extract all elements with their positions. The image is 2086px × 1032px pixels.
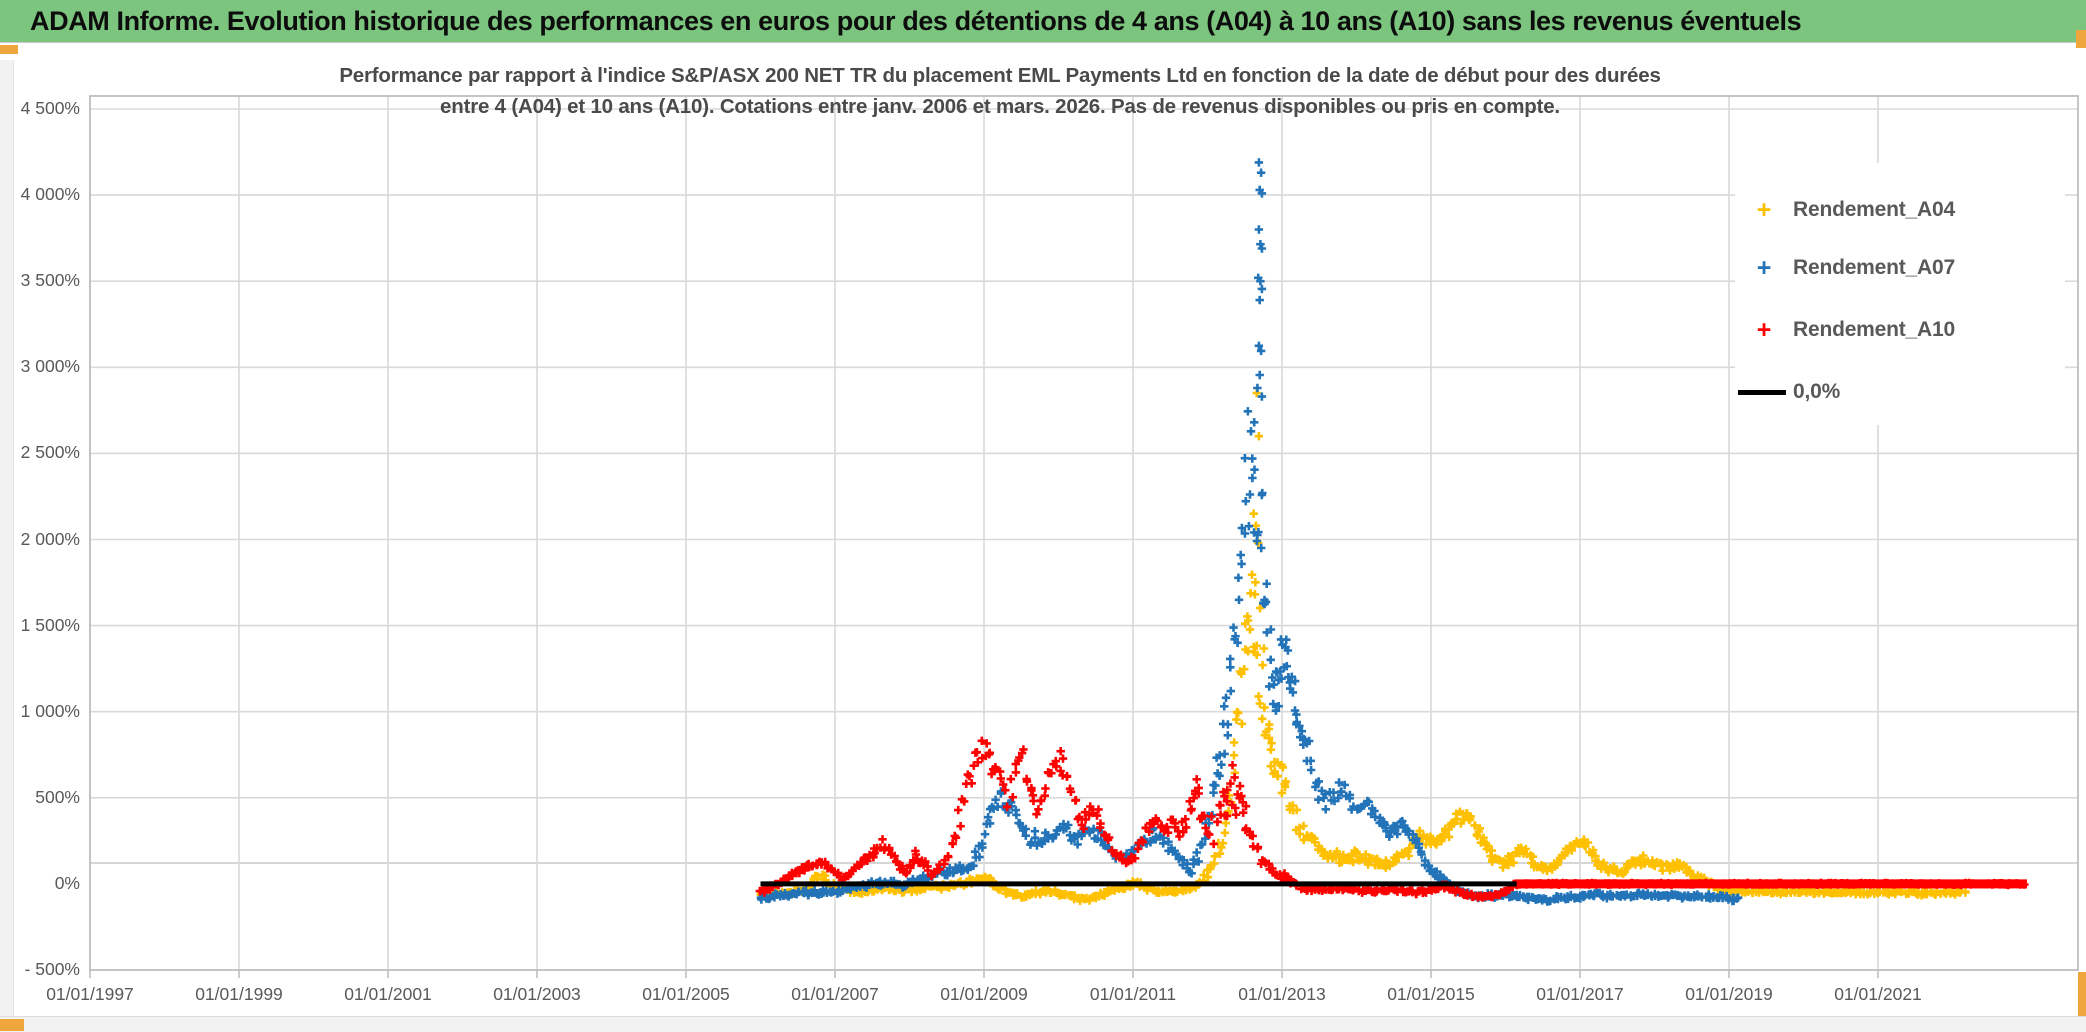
- plus-marker-icon: +: [1756, 254, 1772, 282]
- x-axis-label: 01/01/2017: [1536, 984, 1624, 1004]
- y-axis-label: - 500%: [24, 959, 80, 979]
- legend-label: Rendement_A04: [1793, 198, 1955, 221]
- x-axis-label: 01/01/1997: [46, 984, 134, 1004]
- chart-legend[interactable]: + Rendement_A04 + Rendement_A07 + Rendem…: [1735, 163, 2065, 425]
- plus-marker-icon: +: [1756, 196, 1772, 224]
- sheet-title-bar: ADAM Informe. Evolution historique des p…: [0, 0, 2086, 43]
- x-axis-label: 01/01/2019: [1685, 984, 1773, 1004]
- orange-accent-top-left: [0, 45, 18, 54]
- y-axis-label: 1 000%: [20, 700, 80, 721]
- x-axis-label: 01/01/2011: [1089, 984, 1177, 1004]
- bottom-margin-strip: [0, 1016, 2086, 1032]
- y-axis-label: 3 000%: [20, 356, 80, 377]
- x-axis-label: 01/01/2005: [642, 984, 730, 1004]
- left-margin-strip: [0, 60, 14, 1016]
- legend-label: Rendement_A10: [1793, 318, 1955, 341]
- orange-accent-bottom-right: [2078, 972, 2086, 1016]
- x-axis-label: 01/01/2007: [791, 984, 879, 1004]
- y-axis-label: 4 000%: [20, 184, 80, 205]
- x-axis-label: 01/01/2013: [1238, 984, 1326, 1004]
- y-axis-label: 500%: [35, 786, 80, 807]
- line-marker-icon: [1738, 389, 1786, 395]
- legend-item-rendement-a07[interactable]: + Rendement_A07: [1735, 253, 2065, 283]
- legend-item-zero-line[interactable]: 0,0%: [1735, 377, 2065, 407]
- y-axis-label: 2 000%: [20, 528, 80, 549]
- y-axis-label: 4 500%: [20, 98, 80, 118]
- y-axis-label: 1 500%: [20, 614, 80, 635]
- chart-title: Performance par rapport à l'indice S&P/A…: [60, 60, 1940, 122]
- orange-accent-top-right: [2076, 30, 2086, 48]
- y-axis-label: 0%: [54, 872, 80, 893]
- x-axis-label: 01/01/2003: [493, 984, 581, 1004]
- x-axis-label: 01/01/2015: [1387, 984, 1475, 1004]
- x-axis-label: 01/01/2009: [940, 984, 1028, 1004]
- legend-item-rendement-a10[interactable]: + Rendement_A10: [1735, 315, 2065, 345]
- sheet-title: ADAM Informe. Evolution historique des p…: [30, 5, 1802, 36]
- chart-title-line1: Performance par rapport à l'indice S&P/A…: [339, 64, 1661, 87]
- plus-marker-icon: +: [1756, 316, 1772, 344]
- legend-label: Rendement_A07: [1793, 256, 1955, 279]
- chart-title-line2: entre 4 (A04) et 10 ans (A10). Cotations…: [440, 95, 1560, 118]
- legend-label: 0,0%: [1793, 380, 1841, 403]
- x-axis-label: 01/01/1999: [195, 984, 283, 1004]
- orange-accent-bottom-left: [0, 1019, 24, 1031]
- x-axis-label: 01/01/2001: [344, 984, 432, 1004]
- x-axis-label: 01/01/2021: [1834, 984, 1922, 1004]
- y-axis-label: 2 500%: [20, 442, 80, 463]
- legend-item-rendement-a04[interactable]: + Rendement_A04: [1735, 195, 2065, 225]
- y-axis-label: 3 500%: [20, 270, 80, 291]
